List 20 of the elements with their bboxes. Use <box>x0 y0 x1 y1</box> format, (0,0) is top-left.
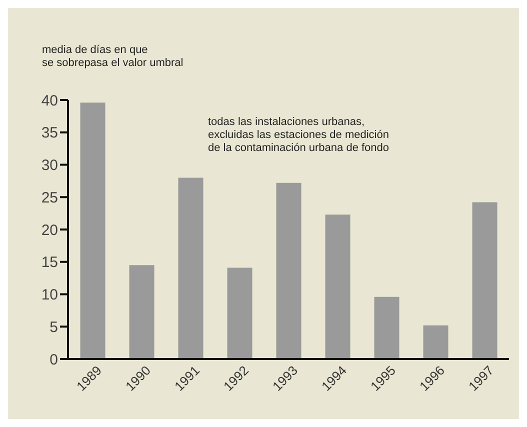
bar <box>80 102 106 359</box>
bar <box>374 296 400 359</box>
bar <box>178 178 204 359</box>
annotation: todas las instalaciones urbanas, excluidas las estaciones de medición de la contaminación urbana de fondo <box>208 116 390 155</box>
bar <box>129 265 154 359</box>
y-tick-label: 40 <box>41 92 58 110</box>
y-tick-label: 35 <box>41 124 58 142</box>
y-axis-title: media de días en que se sobrepasa el valor umbral <box>42 44 184 70</box>
y-tick-label: 15 <box>41 254 58 272</box>
y-tick-label: 30 <box>41 157 58 174</box>
y-tick-label: 20 <box>41 222 58 239</box>
y-tick-label: 10 <box>41 286 58 304</box>
y-tick-label: 25 <box>41 189 58 206</box>
bar <box>472 202 498 359</box>
y-tick-label: 5 <box>50 318 58 336</box>
bar <box>325 214 350 359</box>
bar <box>423 325 448 359</box>
y-tick-label: 0 <box>50 351 58 368</box>
bar <box>276 182 302 359</box>
bar <box>227 268 252 359</box>
